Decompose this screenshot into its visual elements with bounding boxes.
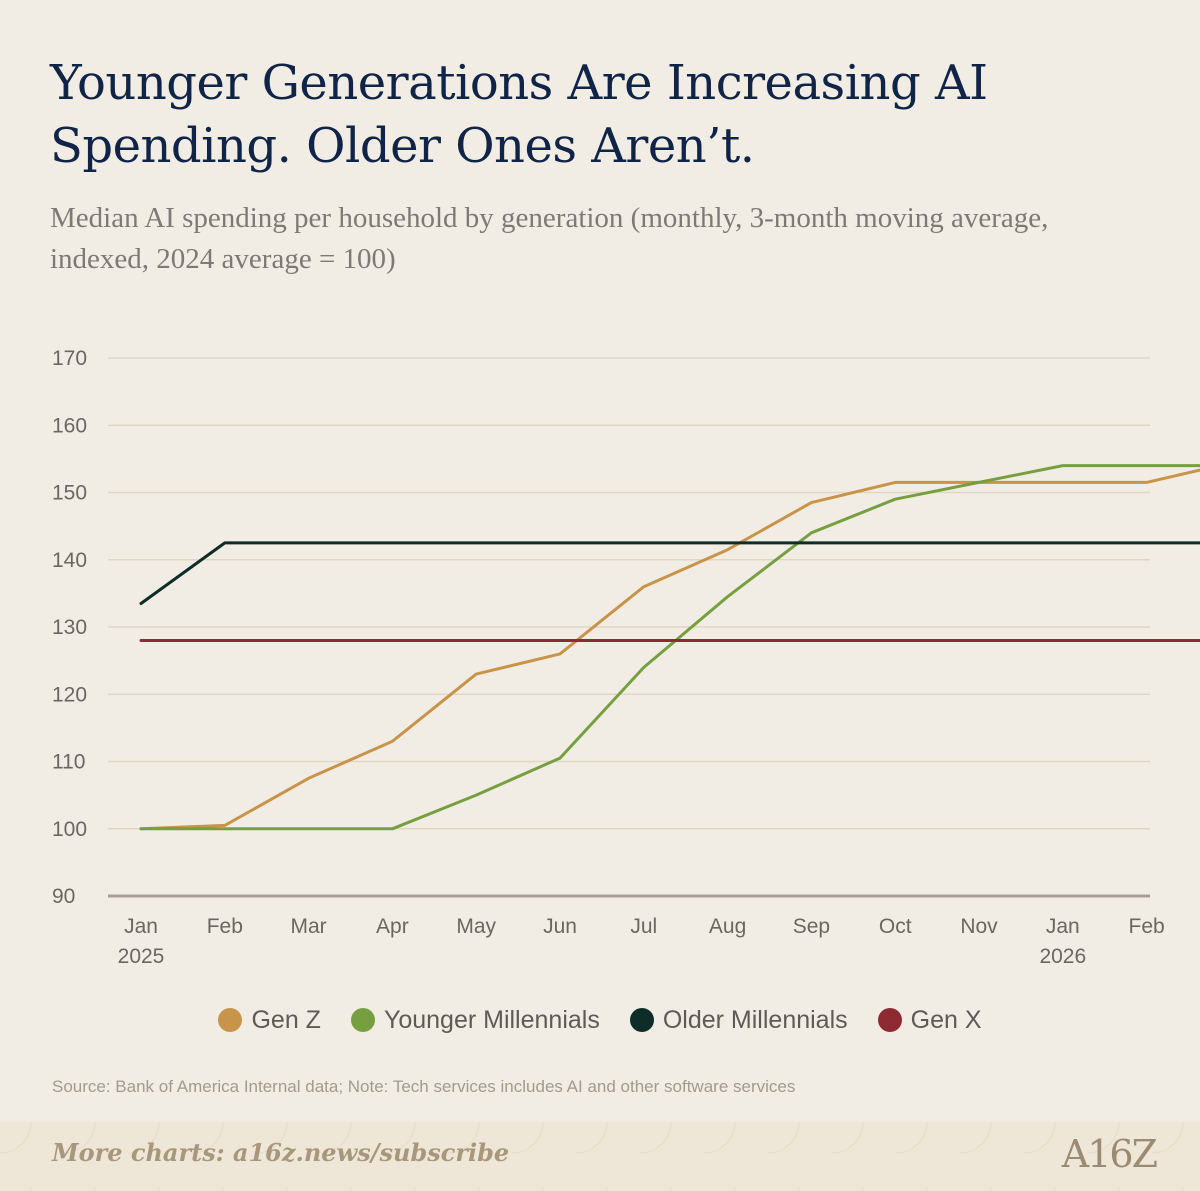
line-chart: 90 100 110 120 130 140 150 160 170 Jan 2025 Feb Mar A… (52, 347, 1200, 968)
chart-subtitle: Median AI spending per household by gene… (50, 202, 1049, 275)
y-tick-label: 110 (52, 751, 85, 774)
a16z-logo: A16Z (1061, 1132, 1158, 1176)
x-tick-label: Apr (376, 915, 409, 938)
y-tick-label: 150 (52, 482, 87, 505)
source-note: Source: Bank of America Internal data; N… (52, 1077, 796, 1096)
legend-swatch (218, 1008, 243, 1032)
x-tick-label: Nov (960, 915, 998, 938)
y-tick-label: 130 (52, 616, 87, 639)
legend-label: Younger Millennials (383, 1005, 600, 1034)
footer-banner: More charts: a16z.news/subscribe A16Z (0, 1122, 1200, 1191)
x-tick-label: Jun (543, 915, 577, 938)
chart-legend: Gen Z Younger Millennials Older Millennial… (0, 1000, 1200, 1040)
legend-item-older-millennials: Older Millennials (629, 1005, 848, 1035)
y-tick-label: 140 (52, 549, 87, 572)
series-line-older-millennials (139, 541, 1200, 605)
subscribe-link[interactable]: More charts: a16z.news/subscribe (52, 1138, 510, 1167)
chart-title: Younger Generations Are Increasing AI Sp… (50, 55, 988, 174)
x-tick-label: Feb (1129, 915, 1165, 938)
x-tick-label: Mar (291, 915, 327, 938)
legend-item-gen-x: Gen X (877, 1005, 982, 1035)
y-tick-label: 100 (52, 818, 87, 841)
series-line-gen-z (139, 468, 1200, 831)
legend-swatch (877, 1008, 902, 1032)
y-tick-label: 120 (52, 683, 87, 706)
y-tick-label: 90 (52, 885, 75, 908)
x-tick-label: Jul (630, 915, 657, 938)
x-tick-label: Feb (207, 915, 243, 938)
legend-label: Gen Z (251, 1005, 321, 1034)
x-tick-label: Sep (793, 915, 830, 938)
series-line-younger-millennials (139, 464, 1200, 831)
x-tick-label: Jan (124, 915, 158, 938)
x-tick-label: Aug (709, 915, 746, 938)
x-tick-year-label: 2025 (118, 945, 165, 968)
legend-item-gen-z: Gen Z (218, 1005, 321, 1035)
legend-swatch (350, 1008, 375, 1032)
x-tick-label: Oct (879, 915, 912, 938)
legend-label: Older Millennials (662, 1005, 848, 1034)
x-tick-year-label: 2026 (1039, 945, 1086, 968)
legend-swatch (629, 1008, 654, 1032)
x-tick-label: Jan (1046, 915, 1080, 938)
y-tick-label: 160 (52, 414, 87, 437)
y-tick-label: 170 (52, 347, 87, 370)
x-tick-label: May (456, 915, 496, 938)
legend-label: Gen X (910, 1005, 982, 1034)
legend-item-younger-millennials: Younger Millennials (350, 1005, 600, 1035)
